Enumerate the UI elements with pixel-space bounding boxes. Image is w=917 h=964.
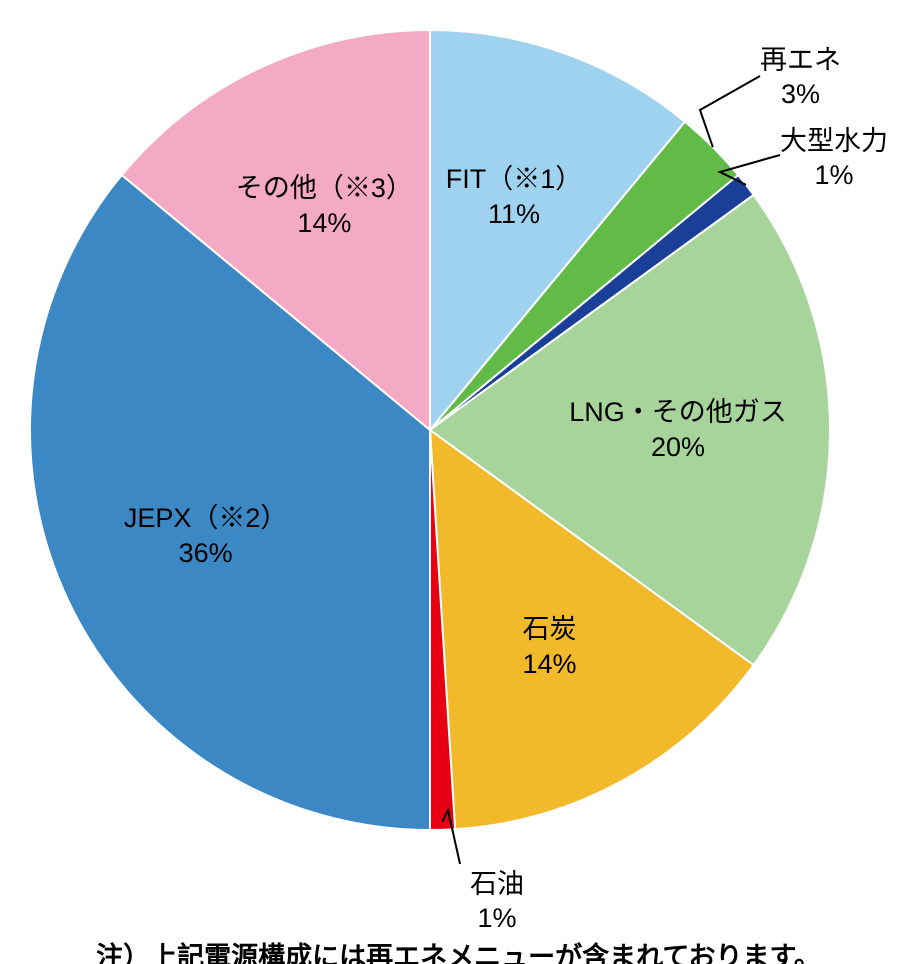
label-lng-name: LNG・その他ガス (569, 395, 787, 430)
annot-renew: 再エネ3% (760, 44, 841, 112)
label-other: その他（※3）14% (236, 171, 413, 241)
label-fit: FIT（※1）11% (446, 162, 583, 232)
label-lng-pct: 20% (569, 430, 787, 465)
annot-hydro: 大型水力1% (780, 125, 888, 193)
annot-oil-name: 石油 (470, 868, 524, 902)
label-fit-name: FIT（※1） (446, 162, 583, 197)
label-coal: 石炭14% (522, 612, 576, 682)
label-coal-name: 石炭 (522, 612, 576, 647)
label-fit-pct: 11% (446, 197, 583, 232)
annot-hydro-pct: 1% (780, 159, 888, 193)
annot-hydro-name: 大型水力 (780, 125, 888, 159)
annot-oil: 石油1% (470, 868, 524, 936)
label-jepx-pct: 36% (124, 536, 288, 571)
leader-renew (700, 76, 760, 147)
label-lng: LNG・その他ガス20% (569, 395, 787, 465)
annot-renew-pct: 3% (760, 78, 841, 112)
label-other-pct: 14% (236, 206, 413, 241)
annot-oil-pct: 1% (470, 902, 524, 936)
label-jepx: JEPX（※2）36% (124, 500, 288, 570)
label-coal-pct: 14% (522, 647, 576, 682)
label-other-name: その他（※3） (236, 171, 413, 206)
annot-renew-name: 再エネ (760, 44, 841, 78)
footnote: 注）上記電源構成には再エネメニューが含まれております。 (96, 935, 821, 964)
label-jepx-name: JEPX（※2） (124, 500, 288, 535)
